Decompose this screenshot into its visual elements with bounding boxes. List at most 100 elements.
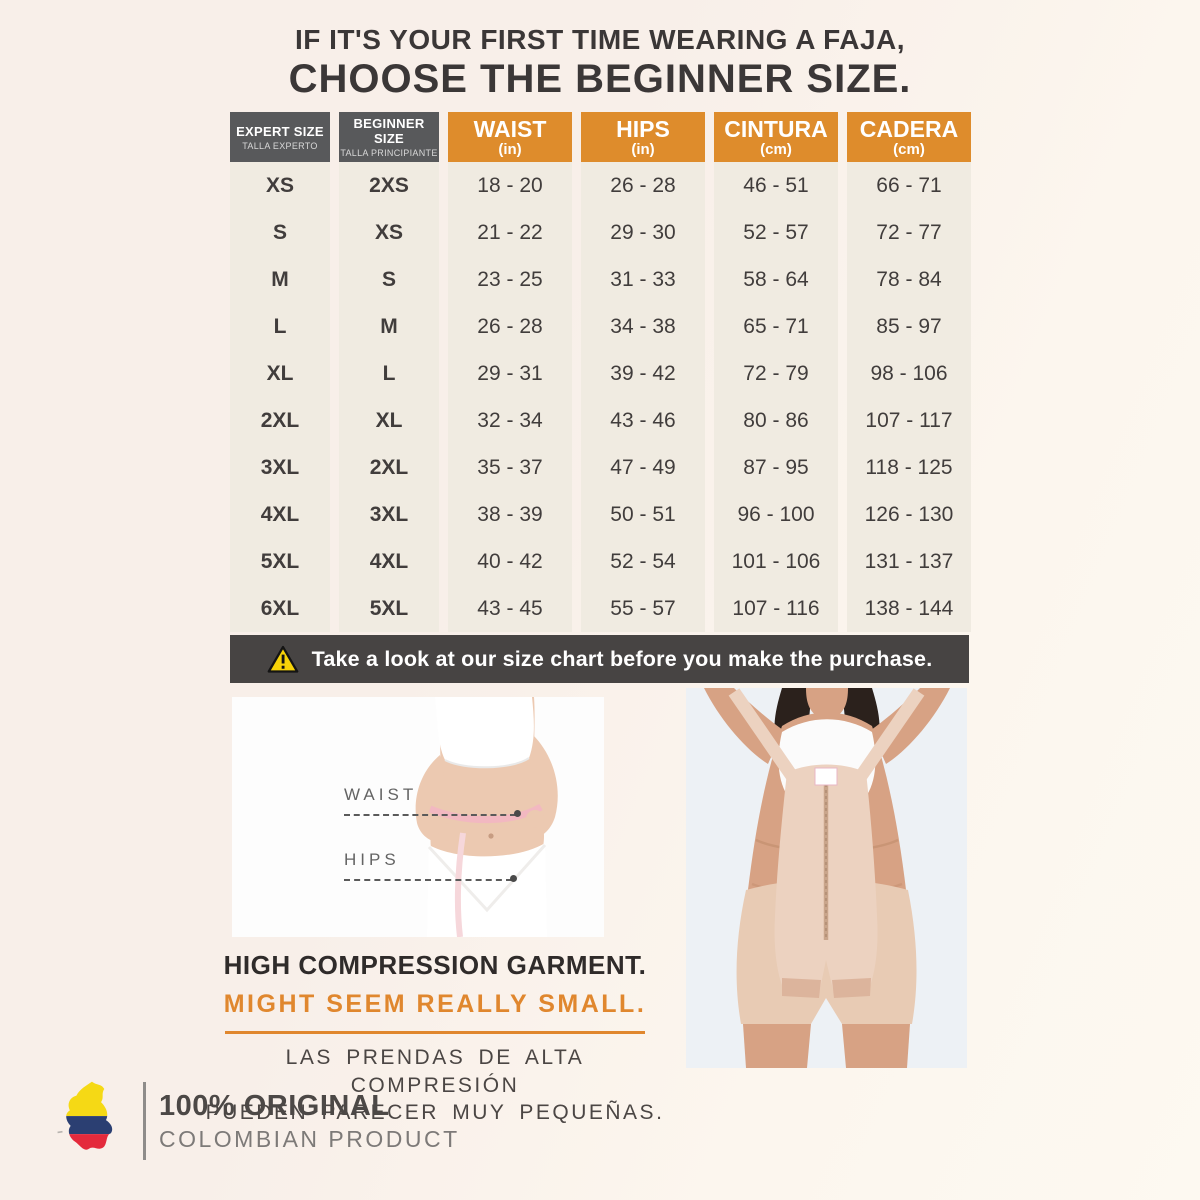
size-cell: S: [272, 220, 287, 244]
size-cell: 35 - 37: [477, 455, 543, 479]
title-line-1: IF IT'S YOUR FIRST TIME WEARING A FAJA,: [294, 24, 906, 55]
size-cell: 50 - 51: [610, 502, 676, 526]
size-cell: 46 - 51: [743, 173, 809, 197]
size-cell: 26 - 28: [610, 173, 676, 197]
size-cell: 40 - 42: [477, 549, 543, 573]
column-header: BEGINNER SIZE TALLA PRINCIPIANTE: [339, 112, 439, 162]
size-cell: 39 - 42: [610, 361, 676, 385]
size-cell: 118 - 125: [865, 455, 953, 479]
orange-divider: [225, 1031, 645, 1034]
size-cell: 52 - 54: [610, 549, 676, 573]
size-cell: M: [271, 267, 289, 291]
size-cell: 3XL: [260, 455, 300, 479]
colombian-product-label: COLOMBIAN PRODUCT: [159, 1125, 460, 1152]
size-table-column: CINTURA (cm) 46 - 51 52 - 57 58 - 64 65 - 71 7…: [714, 112, 838, 632]
size-cell: 5XL: [369, 596, 409, 620]
size-cell: S: [381, 267, 396, 291]
hips-label: HIPS: [344, 850, 400, 869]
size-cell: 2XS: [369, 173, 409, 197]
vertical-divider: [143, 1082, 146, 1160]
size-cell: 31 - 33: [610, 267, 676, 291]
page-title: IF IT'S YOUR FIRST TIME WEARING A FAJA, …: [0, 24, 1200, 102]
size-cell: 29 - 31: [477, 361, 543, 385]
size-cell: 34 - 38: [610, 314, 676, 338]
size-cell: 58 - 64: [743, 267, 809, 291]
size-cell: 65 - 71: [743, 314, 809, 338]
size-cell: 32 - 34: [477, 408, 543, 432]
size-cell: 52 - 57: [743, 220, 809, 244]
size-table-column: HIPS (in) 26 - 28 29 - 30 31 - 33 34 - 38 39 -…: [581, 112, 705, 632]
size-cell: 72 - 77: [876, 220, 942, 244]
size-table-column: CADERA (cm) 66 - 71 72 - 77 78 - 84 85 - 97 98…: [847, 112, 971, 632]
column-header: CINTURA (cm): [714, 112, 838, 162]
waist-dashed-line: [344, 814, 516, 816]
size-cell: 131 - 137: [864, 549, 954, 573]
faja-garment-illustration: [686, 688, 967, 1068]
size-cell: M: [380, 314, 398, 338]
hips-line-dot: [510, 875, 517, 882]
size-cell: 3XL: [369, 502, 409, 526]
size-cell: 126 - 130: [864, 502, 954, 526]
size-cell: 85 - 97: [876, 314, 942, 338]
size-cell: 2XL: [369, 455, 409, 479]
size-cell: 18 - 20: [477, 173, 543, 197]
size-cell: 26 - 28: [477, 314, 543, 338]
size-cell: 43 - 46: [610, 408, 676, 432]
compression-note-en-line2: MIGHT SEEM REALLY SMALL.: [223, 990, 647, 1018]
size-cell: 21 - 22: [477, 220, 543, 244]
compression-note-en-line1: HIGH COMPRESSION GARMENT.: [223, 950, 647, 980]
size-cell: 101 - 106: [731, 549, 821, 573]
size-table-column: BEGINNER SIZE TALLA PRINCIPIANTE 2XS XS S M L X…: [339, 112, 439, 632]
size-cell: 5XL: [260, 549, 300, 573]
size-cell: XS: [265, 173, 294, 197]
size-cell: 80 - 86: [743, 408, 809, 432]
size-cell: 66 - 71: [876, 173, 942, 197]
size-cell: 138 - 144: [864, 596, 954, 620]
measuring-woman-illustration: [232, 697, 604, 937]
size-chart-warning-banner: Take a look at our size chart before you…: [230, 635, 969, 683]
size-cell: XS: [374, 220, 403, 244]
size-cell: L: [273, 314, 287, 338]
size-cell: 107 - 117: [865, 408, 953, 432]
size-cell: 47 - 49: [610, 455, 676, 479]
original-label: 100% ORIGINAL: [159, 1089, 390, 1122]
warning-triangle-icon: [267, 645, 299, 674]
size-cell: 38 - 39: [477, 502, 543, 526]
size-cell: 4XL: [260, 502, 300, 526]
size-cell: 6XL: [260, 596, 300, 620]
size-cell: 55 - 57: [610, 596, 676, 620]
size-cell: 87 - 95: [743, 455, 809, 479]
size-cell: 2XL: [260, 408, 300, 432]
measurement-photo: WAIST HIPS: [232, 697, 604, 937]
hips-dashed-line: [344, 879, 512, 881]
column-header: EXPERT SIZE TALLA EXPERTO: [230, 112, 330, 162]
warning-text: Take a look at our size chart before you…: [311, 646, 933, 671]
column-header: CADERA (cm): [847, 112, 971, 162]
waist-line-dot: [514, 810, 521, 817]
column-header: WAIST (in): [448, 112, 572, 162]
waist-label: WAIST: [344, 785, 418, 804]
size-cell: 43 - 45: [477, 596, 543, 620]
compression-note-es-line1: LAS PRENDAS DE ALTA COMPRESIÓN: [285, 1046, 585, 1097]
size-cell: 78 - 84: [876, 267, 942, 291]
size-table-column: EXPERT SIZE TALLA EXPERTO XS S M L XL 2XL 3XL 4XL…: [230, 112, 330, 632]
size-cell: 96 - 100: [737, 502, 815, 526]
size-table: EXPERT SIZE TALLA EXPERTO XS S M L XL 2XL 3XL 4XL…: [230, 112, 971, 632]
size-cell: XL: [266, 361, 294, 385]
size-cell: L: [382, 361, 396, 385]
size-cell: 23 - 25: [477, 267, 543, 291]
size-cell: 98 - 106: [870, 361, 948, 385]
size-cell: XL: [375, 408, 403, 432]
size-table-column: WAIST (in) 18 - 20 21 - 22 23 - 25 26 - 28 29 …: [448, 112, 572, 632]
column-header: HIPS (in): [581, 112, 705, 162]
garment-photo: [686, 688, 967, 1068]
compression-note: HIGH COMPRESSION GARMENT. MIGHT SEEM REA…: [205, 950, 665, 1127]
size-cell: 72 - 79: [743, 361, 809, 385]
origin-badge: 100% ORIGINAL COLOMBIAN PRODUCT: [50, 1080, 460, 1162]
compression-note-es-line2: PUEDEN PARECER MUY PEQUEÑAS.: [205, 1101, 665, 1125]
title-line-2: CHOOSE THE BEGINNER SIZE.: [288, 57, 912, 101]
colombia-map-icon: [50, 1080, 134, 1162]
size-cell: 4XL: [369, 549, 409, 573]
size-cell: 107 - 116: [732, 596, 820, 620]
size-cell: 29 - 30: [610, 220, 676, 244]
